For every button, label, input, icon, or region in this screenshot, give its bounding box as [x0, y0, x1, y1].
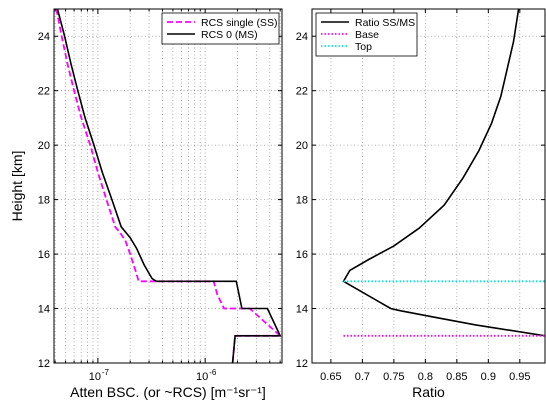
legend-label: Top [355, 41, 372, 53]
y-tick-label: 22 [296, 86, 308, 98]
axes-box [311, 8, 546, 364]
y-tick-label: 24 [296, 31, 308, 43]
x-tick-label: 10 [89, 371, 101, 383]
x-tick-label: 0.75 [383, 371, 404, 383]
x-tick-label: 0.7 [355, 371, 370, 383]
y-tick-label: 18 [296, 195, 308, 207]
legend-label: RCS 0 (MS) [201, 29, 258, 41]
y-tick-label: 12 [296, 358, 308, 370]
y-tick-label: 14 [38, 304, 50, 316]
y-tick-label: 24 [38, 31, 50, 43]
legend: RCS single (SS)RCS 0 (MS) [161, 12, 280, 45]
legend-label: Base [355, 29, 379, 41]
y-tick-label: 18 [38, 195, 50, 207]
legend-label: Ratio SS/MS [355, 17, 415, 29]
x-tick-label: 0.95 [509, 371, 530, 383]
x-tick-exponent: -7 [102, 368, 110, 377]
panel-2: 12 14 16 18 20 22 24 0.65 0.7 0.75 0.8 0.85 0.9 0.95 R… [296, 8, 546, 400]
y-tick-label: 20 [296, 140, 308, 152]
series-line-1-1 [55, 9, 282, 363]
x-axis-label: Atten BSC. (or ~RCS) [m⁻¹sr⁻¹] [70, 384, 266, 400]
axes-box [53, 8, 283, 364]
y-tick-label: 20 [38, 140, 50, 152]
y-axis-label: Height [km] [9, 151, 25, 222]
y-tick-label: 22 [38, 86, 50, 98]
x-tick-label: 0.9 [481, 371, 496, 383]
x-axis-label: Ratio [412, 384, 445, 400]
x-tick-exponent: -6 [209, 368, 217, 377]
y-tick-label: 16 [296, 249, 308, 261]
y-tick-label: 12 [38, 358, 50, 370]
x-tick-label: 0.8 [418, 371, 433, 383]
series-line-1-2 [56, 9, 282, 363]
series-group [342, 9, 545, 337]
series-line-2-1 [342, 9, 545, 337]
legend-box [161, 12, 280, 45]
series-group [55, 9, 282, 363]
x-tick-label: 10 [196, 371, 208, 383]
y-tick-label: 16 [38, 249, 50, 261]
x-tick-label: 0.65 [320, 371, 341, 383]
legend-label: RCS single (SS) [201, 17, 277, 29]
x-tick-label: 0.85 [446, 371, 467, 383]
y-tick-label: 14 [296, 304, 308, 316]
